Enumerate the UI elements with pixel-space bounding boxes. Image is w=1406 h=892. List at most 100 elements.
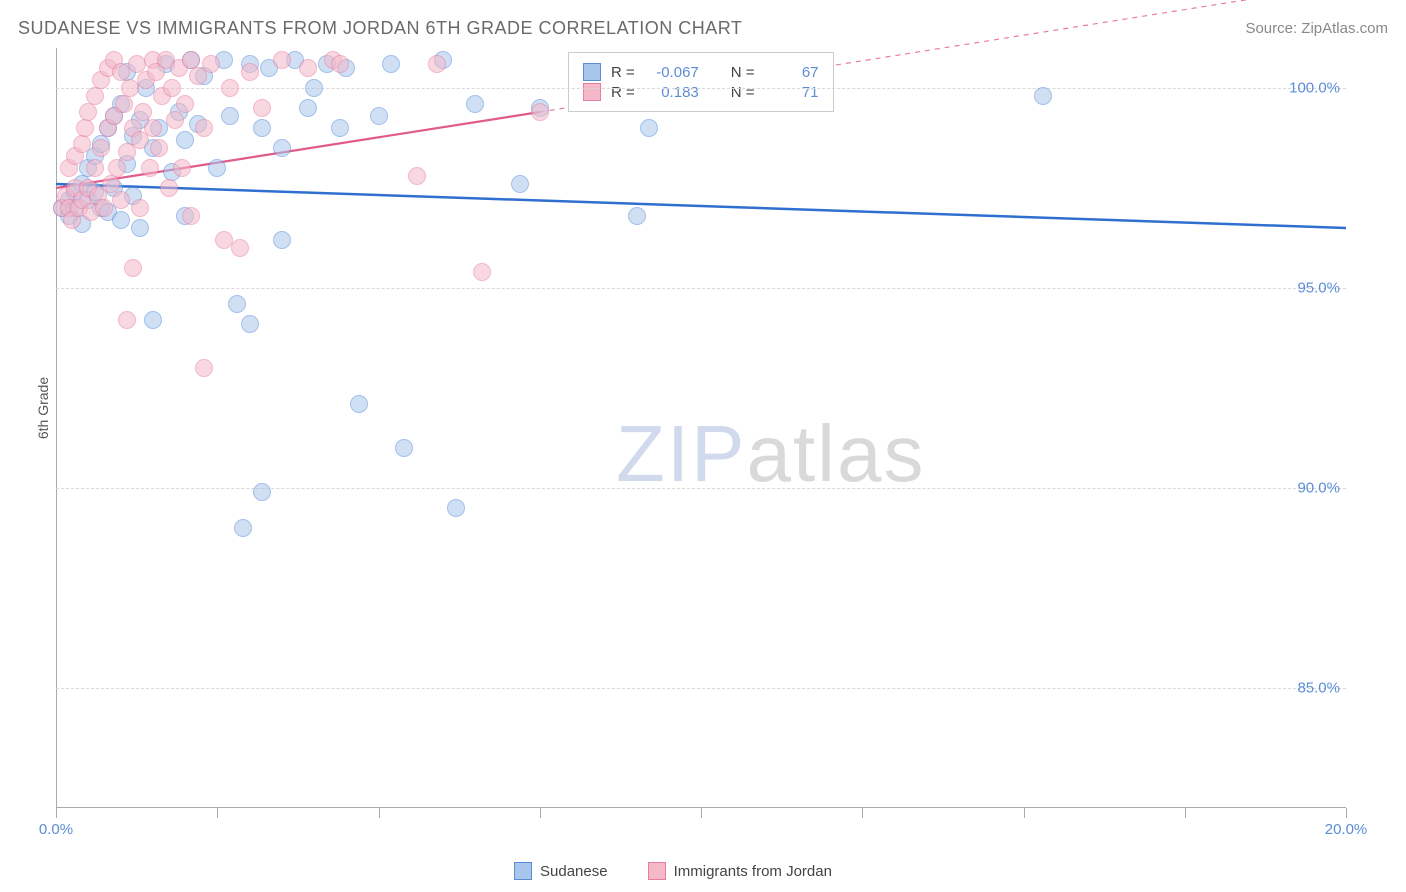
stat-r-label: R = bbox=[611, 84, 635, 101]
scatter-point bbox=[253, 119, 271, 137]
scatter-point bbox=[118, 311, 136, 329]
scatter-point bbox=[395, 439, 413, 457]
scatter-point bbox=[221, 107, 239, 125]
x-tick bbox=[1185, 808, 1186, 818]
scatter-point bbox=[108, 159, 126, 177]
y-tick-label: 100.0% bbox=[1289, 80, 1340, 97]
legend-label-jordan: Immigrants from Jordan bbox=[674, 863, 832, 880]
y-axis-label: 6th Grade bbox=[35, 377, 51, 439]
watermark-zip: ZIP bbox=[616, 409, 746, 498]
y-tick-label: 95.0% bbox=[1297, 280, 1340, 297]
scatter-point bbox=[115, 95, 133, 113]
scatter-point bbox=[640, 119, 658, 137]
scatter-point bbox=[208, 159, 226, 177]
stats-legend: R =-0.067N =67R =0.183N =71 bbox=[568, 52, 834, 112]
scatter-point bbox=[131, 219, 149, 237]
scatter-point bbox=[231, 239, 249, 257]
legend-swatch bbox=[583, 83, 601, 101]
scatter-point bbox=[241, 315, 259, 333]
scatter-point bbox=[166, 111, 184, 129]
scatter-point bbox=[253, 483, 271, 501]
legend-swatch-sudanese bbox=[514, 862, 532, 880]
scatter-point bbox=[134, 103, 152, 121]
x-tick bbox=[56, 808, 57, 818]
scatter-point bbox=[299, 99, 317, 117]
stats-legend-row: R =-0.067N =67 bbox=[583, 63, 819, 81]
scatter-point bbox=[144, 311, 162, 329]
scatter-point bbox=[331, 119, 349, 137]
scatter-point bbox=[370, 107, 388, 125]
x-tick bbox=[1024, 808, 1025, 818]
chart-plot-area: ZIPatlas R =-0.067N =67R =0.183N =71 85.… bbox=[56, 48, 1346, 808]
scatter-point bbox=[221, 79, 239, 97]
scatter-point bbox=[112, 211, 130, 229]
scatter-point bbox=[182, 207, 200, 225]
scatter-point bbox=[144, 119, 162, 137]
scatter-point bbox=[299, 59, 317, 77]
scatter-point bbox=[92, 139, 110, 157]
scatter-point bbox=[473, 263, 491, 281]
scatter-point bbox=[176, 95, 194, 113]
scatter-point bbox=[73, 135, 91, 153]
scatter-point bbox=[273, 231, 291, 249]
legend-swatch-jordan bbox=[648, 862, 666, 880]
scatter-point bbox=[160, 179, 178, 197]
scatter-point bbox=[79, 103, 97, 121]
source-label: Source: ZipAtlas.com bbox=[1245, 20, 1388, 37]
y-axis bbox=[56, 48, 57, 808]
x-tick-label: 20.0% bbox=[1325, 821, 1368, 838]
scatter-point bbox=[241, 63, 259, 81]
stat-r-value: -0.067 bbox=[645, 64, 699, 81]
scatter-point bbox=[131, 199, 149, 217]
bottom-legend: Sudanese Immigrants from Jordan bbox=[0, 862, 1346, 880]
legend-item-jordan: Immigrants from Jordan bbox=[648, 862, 832, 880]
scatter-point bbox=[253, 99, 271, 117]
trend-lines bbox=[56, 48, 1346, 808]
scatter-point bbox=[273, 139, 291, 157]
scatter-point bbox=[531, 103, 549, 121]
y-tick-label: 90.0% bbox=[1297, 480, 1340, 497]
y-tick-label: 85.0% bbox=[1297, 680, 1340, 697]
scatter-point bbox=[173, 159, 191, 177]
scatter-point bbox=[163, 79, 181, 97]
scatter-point bbox=[141, 159, 159, 177]
x-tick bbox=[862, 808, 863, 818]
scatter-point bbox=[305, 79, 323, 97]
stat-r-value: 0.183 bbox=[645, 84, 699, 101]
grid-line bbox=[56, 688, 1346, 689]
x-tick bbox=[379, 808, 380, 818]
scatter-point bbox=[228, 295, 246, 313]
grid-line bbox=[56, 288, 1346, 289]
x-tick bbox=[540, 808, 541, 818]
chart-title: SUDANESE VS IMMIGRANTS FROM JORDAN 6TH G… bbox=[18, 18, 742, 39]
stat-n-value: 71 bbox=[765, 84, 819, 101]
scatter-point bbox=[124, 259, 142, 277]
scatter-point bbox=[176, 131, 194, 149]
scatter-point bbox=[408, 167, 426, 185]
scatter-point bbox=[112, 191, 130, 209]
legend-item-sudanese: Sudanese bbox=[514, 862, 608, 880]
x-tick-label: 0.0% bbox=[39, 821, 73, 838]
watermark: ZIPatlas bbox=[616, 408, 925, 500]
scatter-point bbox=[76, 119, 94, 137]
x-tick bbox=[701, 808, 702, 818]
legend-label-sudanese: Sudanese bbox=[540, 863, 608, 880]
scatter-point bbox=[102, 175, 120, 193]
scatter-point bbox=[466, 95, 484, 113]
scatter-point bbox=[382, 55, 400, 73]
scatter-point bbox=[447, 499, 465, 517]
scatter-point bbox=[428, 55, 446, 73]
stat-r-label: R = bbox=[611, 64, 635, 81]
scatter-point bbox=[331, 55, 349, 73]
stat-n-value: 67 bbox=[765, 64, 819, 81]
scatter-point bbox=[234, 519, 252, 537]
scatter-point bbox=[273, 51, 291, 69]
scatter-point bbox=[150, 139, 168, 157]
x-tick bbox=[217, 808, 218, 818]
scatter-point bbox=[195, 119, 213, 137]
legend-swatch bbox=[583, 63, 601, 81]
grid-line bbox=[56, 488, 1346, 489]
scatter-point bbox=[202, 55, 220, 73]
stat-n-label: N = bbox=[731, 84, 755, 101]
scatter-point bbox=[511, 175, 529, 193]
